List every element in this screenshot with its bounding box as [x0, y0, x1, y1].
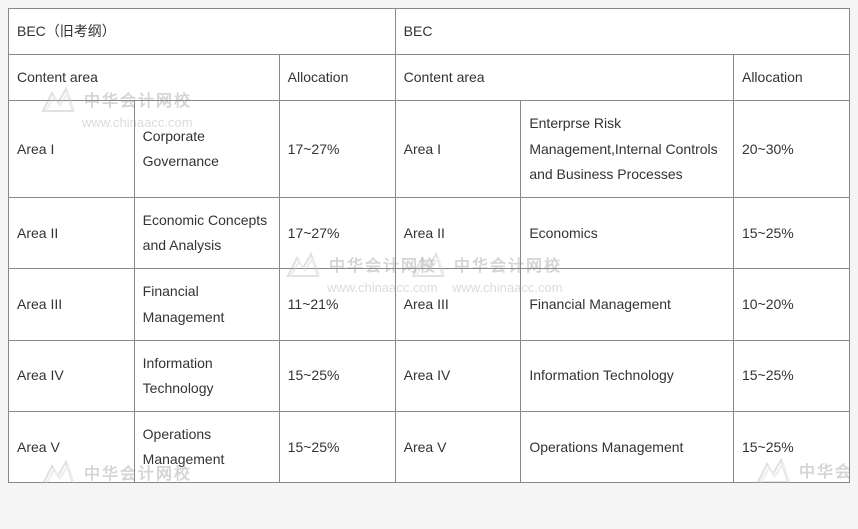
cell-left-alloc: 15~25%: [279, 340, 395, 411]
subheader-left-alloc: Allocation: [279, 55, 395, 101]
cell-right-content: Enterprse Risk Management,Internal Contr…: [521, 101, 734, 198]
cell-left-content: Economic Concepts and Analysis: [134, 197, 279, 268]
cell-left-alloc: 11~21%: [279, 269, 395, 340]
cell-right-alloc: 15~25%: [733, 412, 849, 483]
cell-left-area: Area III: [9, 269, 135, 340]
cell-right-area: Area I: [395, 101, 521, 198]
header-row: BEC（旧考纲） BEC: [9, 9, 850, 55]
table-row: Area IVInformation Technology15~25%Area …: [9, 340, 850, 411]
cell-left-alloc: 15~25%: [279, 412, 395, 483]
bec-comparison-table: BEC（旧考纲） BEC Content area Allocation Con…: [8, 8, 850, 483]
table-row: Area VOperations Management15~25%Area VO…: [9, 412, 850, 483]
cell-right-alloc: 10~20%: [733, 269, 849, 340]
subheader-right-content: Content area: [395, 55, 733, 101]
cell-left-content: Corporate Governance: [134, 101, 279, 198]
cell-right-alloc: 15~25%: [733, 197, 849, 268]
cell-left-content: Operations Management: [134, 412, 279, 483]
cell-right-content: Operations Management: [521, 412, 734, 483]
table-body: BEC（旧考纲） BEC Content area Allocation Con…: [9, 9, 850, 483]
cell-left-content: Financial Management: [134, 269, 279, 340]
cell-left-alloc: 17~27%: [279, 197, 395, 268]
cell-right-area: Area III: [395, 269, 521, 340]
cell-left-content: Information Technology: [134, 340, 279, 411]
cell-right-alloc: 15~25%: [733, 340, 849, 411]
cell-right-area: Area II: [395, 197, 521, 268]
cell-left-alloc: 17~27%: [279, 101, 395, 198]
cell-right-area: Area V: [395, 412, 521, 483]
subheader-right-alloc: Allocation: [733, 55, 849, 101]
cell-left-area: Area V: [9, 412, 135, 483]
subheader-left-content: Content area: [9, 55, 280, 101]
header-left: BEC（旧考纲）: [9, 9, 396, 55]
cell-left-area: Area I: [9, 101, 135, 198]
table-row: Area ICorporate Governance17~27%Area IEn…: [9, 101, 850, 198]
cell-right-alloc: 20~30%: [733, 101, 849, 198]
cell-right-area: Area IV: [395, 340, 521, 411]
table-row: Area IIEconomic Concepts and Analysis17~…: [9, 197, 850, 268]
bec-comparison-table-container: BEC（旧考纲） BEC Content area Allocation Con…: [8, 8, 850, 483]
cell-left-area: Area II: [9, 197, 135, 268]
table-row: Area IIIFinancial Management11~21%Area I…: [9, 269, 850, 340]
cell-right-content: Information Technology: [521, 340, 734, 411]
subheader-row: Content area Allocation Content area All…: [9, 55, 850, 101]
cell-right-content: Economics: [521, 197, 734, 268]
header-right: BEC: [395, 9, 849, 55]
cell-right-content: Financial Management: [521, 269, 734, 340]
cell-left-area: Area IV: [9, 340, 135, 411]
